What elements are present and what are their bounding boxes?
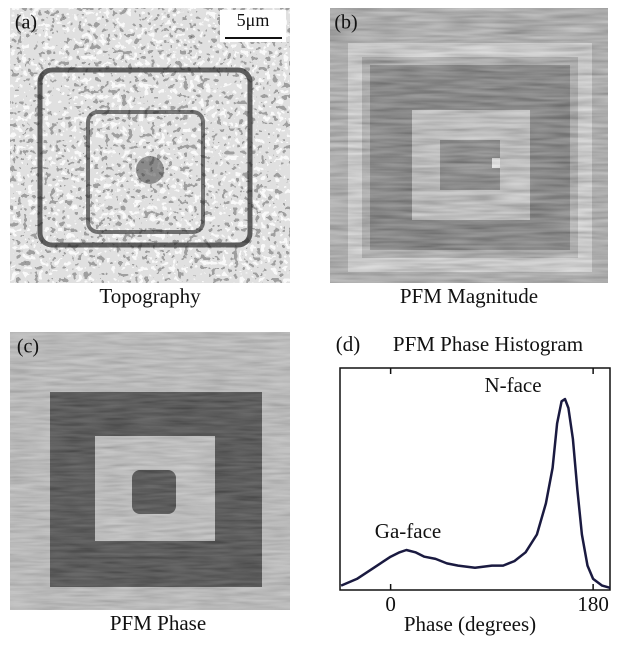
topography-image xyxy=(10,8,290,283)
panel-caption: PFM Magnitude xyxy=(400,284,538,308)
x-tick-label: 180 xyxy=(577,592,609,616)
magnitude-image xyxy=(330,8,608,283)
chart-title: PFM Phase Histogram xyxy=(393,332,583,356)
panel-label: (d) xyxy=(336,332,361,356)
plot-frame xyxy=(339,367,611,591)
x-tick-label: 0 xyxy=(385,592,396,616)
panel-label: (a) xyxy=(15,12,37,34)
annotation: Ga-face xyxy=(375,519,441,543)
histogram-line xyxy=(340,397,611,590)
panel-label: (b) xyxy=(334,12,357,34)
panel-caption: Topography xyxy=(99,284,201,308)
scale-bar-label: 5μm xyxy=(237,10,270,30)
panel-caption: PFM Phase xyxy=(110,611,206,635)
x-axis-label: Phase (degrees) xyxy=(404,612,536,636)
panel-label: (c) xyxy=(17,336,39,358)
annotation: N-face xyxy=(484,373,541,397)
phase-image xyxy=(10,332,290,610)
